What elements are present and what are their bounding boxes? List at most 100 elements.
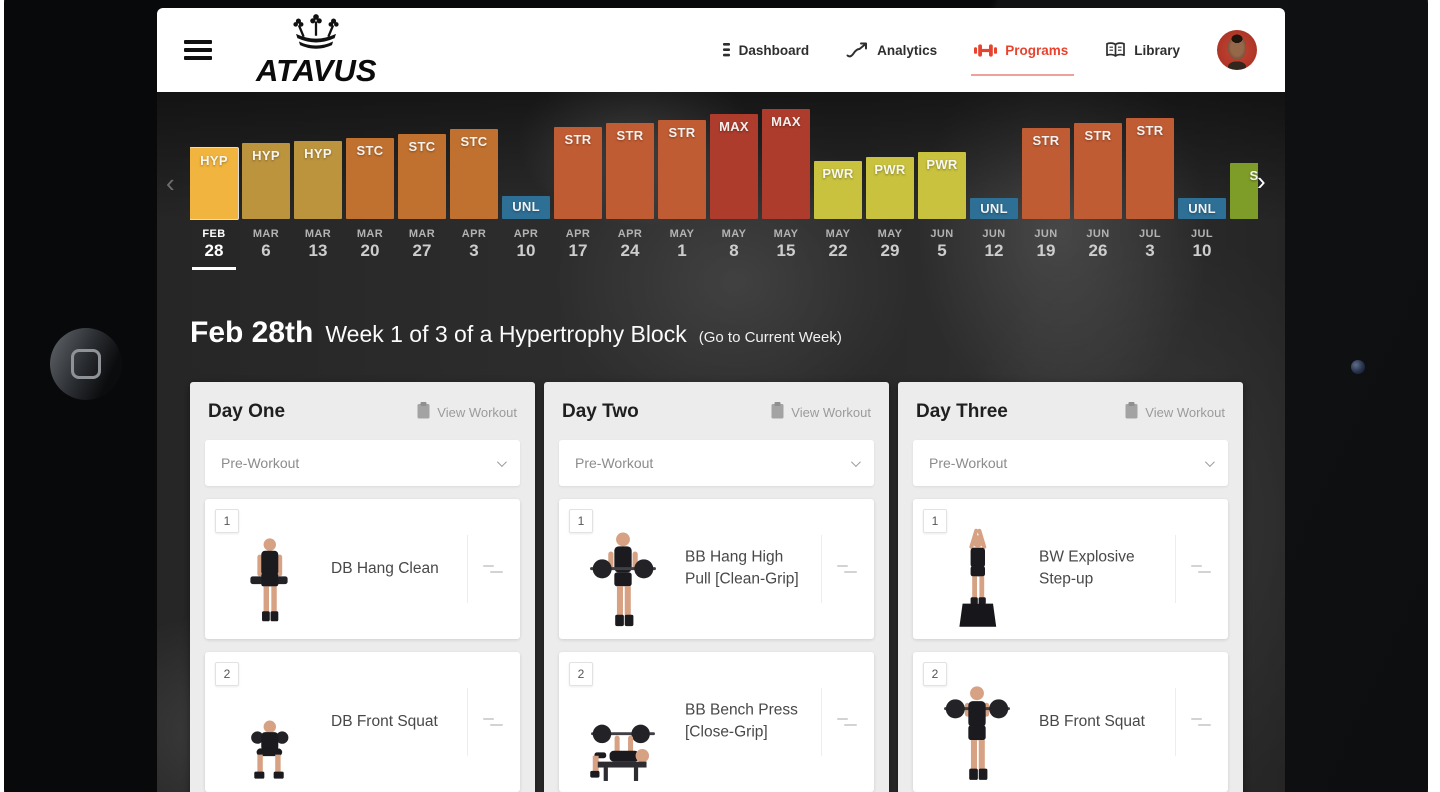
timeline-week-feb-28[interactable]: HYP FEB 28 bbox=[190, 109, 238, 270]
dropdown-value: Pre-Workout bbox=[575, 455, 654, 471]
nav-item-dashboard[interactable]: Dashboard bbox=[722, 43, 809, 58]
timeline-week-apr-17[interactable]: STR APR 17 bbox=[554, 109, 602, 270]
week-header: Feb 28th Week 1 of 3 of a Hypertrophy Bl… bbox=[190, 316, 842, 350]
timeline-week-may-1[interactable]: STR MAY 1 bbox=[658, 109, 706, 270]
block-label: STR bbox=[1084, 128, 1112, 143]
timeline-week-mar-6[interactable]: HYP MAR 6 bbox=[242, 109, 290, 270]
timeline-week-mar-20[interactable]: STC MAR 20 bbox=[346, 109, 394, 270]
block-bar: STR bbox=[1074, 123, 1122, 219]
scroll-left-icon[interactable]: ‹ bbox=[166, 168, 175, 198]
block-bar: STR bbox=[1126, 118, 1174, 219]
week-month: MAR bbox=[252, 228, 280, 240]
timeline-week-jun-12[interactable]: UNL JUN 12 bbox=[970, 109, 1018, 270]
exercise-details-icon bbox=[483, 714, 505, 730]
timeline-week-apr-3[interactable]: STC APR 3 bbox=[450, 109, 498, 270]
day-title: Day One bbox=[208, 401, 286, 422]
nav-item-label: Analytics bbox=[877, 42, 938, 58]
timeline-week-mar-27[interactable]: STC MAR 27 bbox=[398, 109, 446, 270]
week-month: FEB bbox=[202, 228, 226, 240]
week-month: MAR bbox=[304, 228, 332, 240]
row-divider bbox=[1175, 688, 1176, 756]
timeline-week-may-15[interactable]: MAX MAY 15 bbox=[762, 109, 810, 270]
week-day: 24 bbox=[620, 241, 640, 260]
week-month: APR bbox=[565, 228, 591, 240]
timeline-week[interactable]: S bbox=[1230, 109, 1258, 270]
day-card-day-one: Day One View Workout Pre-Workout 1 DB Ha… bbox=[190, 382, 535, 792]
timeline-week-apr-24[interactable]: STR APR 24 bbox=[606, 109, 654, 270]
block-label: PWR bbox=[874, 162, 906, 177]
day-title: Day Two bbox=[562, 401, 639, 422]
week-month: JUL bbox=[1139, 228, 1161, 240]
block-bar: UNL bbox=[502, 196, 550, 219]
scroll-right-icon[interactable]: › bbox=[1257, 166, 1266, 196]
week-day: 26 bbox=[1088, 241, 1108, 260]
pre-workout-dropdown[interactable]: Pre-Workout bbox=[559, 440, 874, 486]
timeline-week-jun-19[interactable]: STR JUN 19 bbox=[1022, 109, 1070, 270]
db-hang-clean-illustration bbox=[223, 521, 315, 633]
timeline-week-jul-3[interactable]: STR JUL 3 bbox=[1126, 109, 1174, 270]
brand-logo[interactable]: ATAVUS bbox=[256, 13, 377, 89]
timeline-week-apr-10[interactable]: UNL APR 10 bbox=[502, 109, 550, 270]
week-day: 6 bbox=[261, 241, 271, 260]
timeline-week-jul-10[interactable]: UNL JUL 10 bbox=[1178, 109, 1226, 270]
dumbbell-icon bbox=[974, 43, 998, 58]
week-month: JUN bbox=[1086, 228, 1110, 240]
view-workout-button[interactable]: View Workout bbox=[1125, 402, 1225, 422]
db-front-squat-illustration bbox=[223, 674, 315, 786]
block-bar: HYP bbox=[190, 148, 238, 219]
timeline-week-may-8[interactable]: MAX MAY 8 bbox=[710, 109, 758, 270]
crown-icon bbox=[287, 13, 345, 56]
nav-item-programs[interactable]: Programs bbox=[971, 43, 1075, 76]
selected-week-underline bbox=[192, 267, 236, 270]
week-day: 5 bbox=[937, 241, 947, 260]
block-label: HYP bbox=[200, 153, 228, 168]
week-month: MAR bbox=[356, 228, 384, 240]
block-label: S bbox=[1249, 168, 1259, 183]
timeline-week-may-29[interactable]: PWR MAY 29 bbox=[866, 109, 914, 270]
day-title: Day Three bbox=[916, 401, 1008, 422]
view-workout-button[interactable]: View Workout bbox=[771, 402, 871, 422]
menu-icon[interactable] bbox=[184, 36, 212, 65]
timeline-week-mar-13[interactable]: HYP MAR 13 bbox=[294, 109, 342, 270]
exercise-name: BW Explosive Step-up bbox=[1039, 548, 1135, 588]
block-bar: UNL bbox=[970, 198, 1018, 219]
timeline-week-jun-5[interactable]: PWR JUN 5 bbox=[918, 109, 966, 270]
nav-item-analytics[interactable]: Analytics bbox=[846, 42, 937, 59]
view-workout-button[interactable]: View Workout bbox=[417, 402, 517, 422]
go-to-current-week-link[interactable]: (Go to Current Week) bbox=[698, 329, 842, 346]
block-bar: HYP bbox=[294, 141, 342, 219]
timeline-week-may-22[interactable]: PWR MAY 22 bbox=[814, 109, 862, 270]
pre-workout-dropdown[interactable]: Pre-Workout bbox=[913, 440, 1228, 486]
block-bar: PWR bbox=[866, 157, 914, 219]
day-card-day-three: Day Three View Workout Pre-Workout 1 BW … bbox=[898, 382, 1243, 792]
block-bar: STC bbox=[346, 138, 394, 219]
list-icon bbox=[722, 43, 731, 57]
clipboard-icon bbox=[771, 402, 784, 422]
exercise-row[interactable]: 2 DB Front Squat bbox=[205, 652, 520, 792]
week-day: 3 bbox=[469, 241, 479, 260]
user-avatar[interactable] bbox=[1217, 30, 1257, 70]
block-bar: STR bbox=[658, 120, 706, 219]
week-day: 28 bbox=[204, 241, 224, 260]
active-tab-underline bbox=[971, 73, 1075, 76]
block-bar: STC bbox=[450, 129, 498, 219]
nav-item-library[interactable]: Library bbox=[1105, 41, 1180, 59]
exercise-row[interactable]: 2 BB Front Squat bbox=[913, 652, 1228, 792]
exercise-row[interactable]: 1 DB Hang Clean bbox=[205, 499, 520, 639]
exercise-row[interactable]: 1 BB Hang High Pull [Clean-Grip] bbox=[559, 499, 874, 639]
block-bar: UNL bbox=[1178, 198, 1226, 219]
block-label: STR bbox=[1032, 133, 1060, 148]
exercise-row[interactable]: 2 BB Bench Press [Close-Grip] bbox=[559, 652, 874, 792]
exercise-row[interactable]: 1 BW Explosive Step-up bbox=[913, 499, 1228, 639]
pre-workout-dropdown[interactable]: Pre-Workout bbox=[205, 440, 520, 486]
timeline-week-jun-26[interactable]: STR JUN 26 bbox=[1074, 109, 1122, 270]
exercise-number-badge: 2 bbox=[923, 662, 947, 686]
block-label: STR bbox=[616, 128, 644, 143]
exercise-details-icon bbox=[837, 714, 859, 730]
block-bar: PWR bbox=[814, 161, 862, 219]
dropdown-value: Pre-Workout bbox=[929, 455, 1008, 471]
block-bar: STR bbox=[554, 127, 602, 219]
view-workout-label: View Workout bbox=[791, 404, 871, 420]
main-content: ‹ HYP FEB 28 HYP MAR 6 HYP MAR 13 bbox=[157, 92, 1285, 792]
week-day: 1 bbox=[677, 241, 687, 260]
